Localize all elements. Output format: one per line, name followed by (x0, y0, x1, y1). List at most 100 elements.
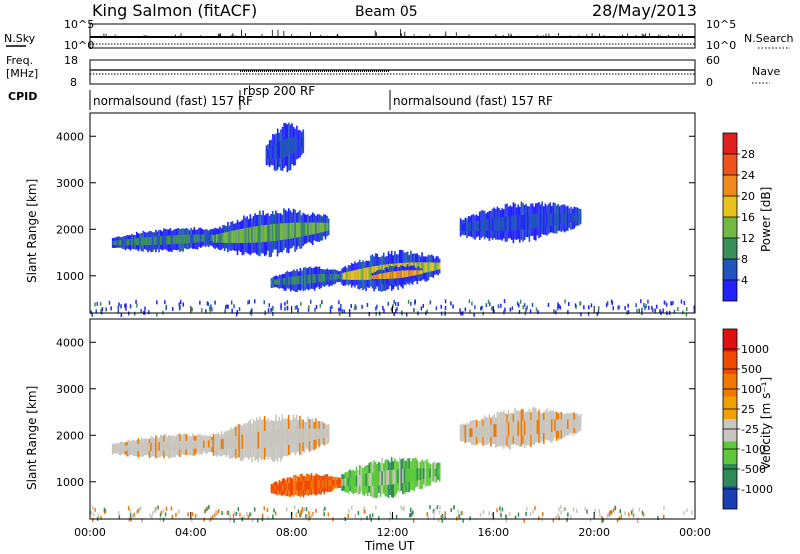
noise-speck (651, 305, 653, 310)
cpid-segment-2: rbsp 200 RF (243, 84, 315, 98)
noise-speck (628, 512, 630, 517)
colorbar-swatch (723, 329, 737, 352)
noise-speck (363, 509, 366, 514)
colorbar-swatch (723, 217, 737, 238)
noise-speck (599, 512, 601, 517)
noise-speck (369, 514, 371, 519)
noise-speck (125, 303, 127, 308)
colorbar-tick-label: 12 (741, 232, 755, 245)
noise-speck (236, 310, 239, 314)
noise-speck (94, 507, 96, 512)
noise-speck (560, 505, 562, 510)
noise-speck (214, 512, 217, 517)
noise-speck (560, 510, 562, 515)
nsky-panel: N.Sky 10^5 10^0 10^5 10^0 N.Search (4, 18, 794, 52)
noise-speck (597, 309, 600, 314)
noise-speck (501, 507, 504, 512)
noise-speck (157, 505, 159, 510)
noise-speck (535, 307, 538, 312)
noise-speck (469, 309, 471, 314)
colorbar-swatch (723, 133, 737, 154)
velocity-x-ticks: 00:00 04:00 08:00 12:00 16:00 20:00 00:00 (74, 306, 711, 539)
colorbar-swatch (723, 175, 737, 196)
noise-speck (207, 302, 210, 307)
noise-speck (226, 510, 229, 515)
noise-speck (286, 305, 289, 310)
noise-speck (584, 506, 587, 511)
noise-speck (538, 516, 540, 521)
noise-speck (596, 311, 599, 316)
noise-speck (141, 518, 143, 523)
noise-speck (500, 303, 502, 308)
colorbar-tick-label: 100 (741, 383, 762, 396)
noise-speck (178, 302, 181, 307)
noise-speck (233, 304, 235, 309)
noise-speck (171, 514, 174, 519)
noise-speck (471, 301, 473, 306)
colorbar-swatch (723, 196, 737, 217)
noise-speck (429, 300, 432, 305)
noise-speck (518, 303, 520, 308)
noise-speck (426, 512, 428, 517)
noise-speck (136, 303, 138, 308)
colorbar-swatch (723, 396, 737, 419)
noise-speck (598, 306, 600, 311)
noise-speck (230, 300, 233, 305)
noise-speck (519, 299, 522, 304)
noise-speck (233, 518, 235, 523)
noise-speck (199, 300, 201, 305)
noise-speck (654, 308, 656, 313)
noise-speck (170, 506, 173, 511)
cpid-label: CPID (8, 90, 37, 103)
noise-speck (531, 303, 534, 307)
noise-speck (284, 301, 286, 306)
noise-speck (640, 299, 642, 304)
noise-speck (149, 513, 152, 518)
noise-speck (610, 299, 613, 304)
noise-speck (164, 300, 166, 305)
noise-speck (523, 518, 525, 523)
noise-speck (620, 514, 623, 519)
noise-speck (128, 518, 130, 523)
noise-speck (311, 513, 314, 517)
noise-speck (249, 310, 252, 315)
noise-speck (182, 302, 184, 307)
noise-speck (644, 305, 646, 310)
noise-speck (309, 515, 311, 520)
noise-speck (348, 309, 351, 313)
noise-speck (383, 308, 385, 313)
noise-speck (348, 312, 351, 317)
nsky-label: N.Sky (4, 32, 36, 45)
noise-speck (366, 302, 369, 307)
noise-speck (435, 306, 438, 311)
noise-speck (552, 518, 555, 523)
noise-speck (594, 508, 596, 513)
noise-speck (405, 312, 408, 317)
nave-tick-bottom: 0 (706, 76, 713, 89)
noise-speck (559, 305, 561, 310)
noise-speck (601, 515, 603, 520)
noise-speck (677, 307, 679, 311)
x-tick-label: 00:00 (679, 526, 711, 539)
noise-speck (567, 310, 569, 315)
noise-speck (474, 305, 476, 310)
velocity-ylabel: Slant Range [km] (25, 386, 39, 490)
noise-speck (693, 305, 695, 310)
noise-speck (363, 506, 365, 511)
noise-speck (319, 303, 322, 308)
noise-speck (444, 515, 446, 520)
noise-speck (251, 518, 254, 523)
x-tick-label: 08:00 (276, 526, 308, 539)
noise-speck (268, 303, 270, 308)
colorbar-tick-label: 20 (741, 190, 755, 203)
noise-speck (354, 513, 356, 518)
noise-speck (505, 514, 507, 519)
noise-speck (108, 300, 111, 305)
noise-speck (124, 303, 126, 308)
noise-speck (338, 300, 340, 305)
noise-speck (482, 510, 485, 514)
noise-speck (136, 510, 138, 515)
noise-speck (118, 511, 120, 516)
noise-speck (648, 305, 650, 310)
noise-speck (210, 304, 212, 309)
